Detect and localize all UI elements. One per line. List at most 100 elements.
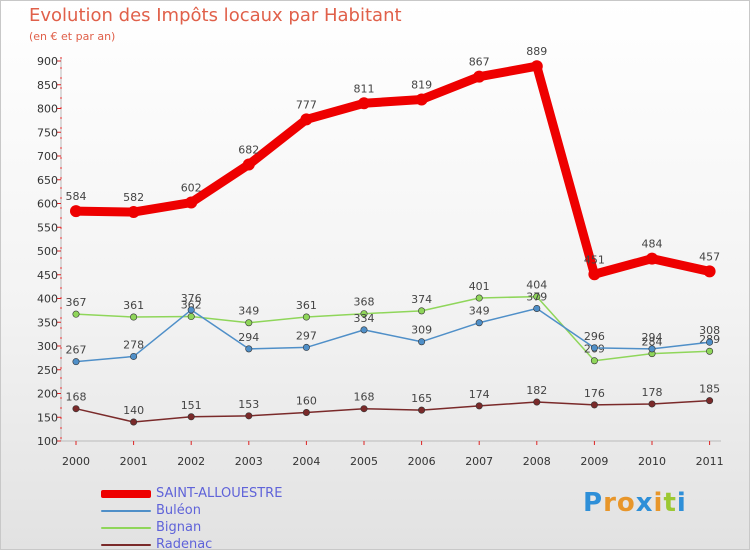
data-label: 309	[411, 324, 432, 337]
data-point	[706, 347, 714, 355]
data-point	[648, 345, 656, 353]
y-tick-label: 150	[37, 411, 58, 424]
y-tick-label: 850	[37, 79, 58, 92]
data-label: 867	[469, 56, 490, 69]
data-point	[588, 268, 601, 281]
y-tick-label: 550	[37, 221, 58, 234]
legend-swatch	[101, 543, 151, 546]
data-point	[706, 338, 714, 346]
data-point	[360, 310, 368, 318]
data-label: 362	[181, 299, 202, 312]
data-point	[475, 402, 483, 410]
data-point	[475, 294, 483, 302]
series-line-3	[75, 399, 711, 423]
data-point	[360, 326, 368, 334]
data-label: 401	[469, 280, 490, 293]
legend-item: SAINT-ALLOUESTRE	[101, 485, 282, 502]
legend-item: Bignan	[101, 519, 282, 536]
data-point	[130, 418, 138, 426]
chart-title: Evolution des Impôts locaux par Habitant	[29, 5, 402, 26]
series-line-2	[75, 295, 711, 362]
data-point	[533, 293, 541, 301]
legend-swatch	[101, 489, 151, 498]
legend-item: Radenac	[101, 536, 282, 553]
data-label: 811	[354, 82, 375, 95]
data-label: 602	[181, 182, 202, 195]
data-point	[187, 306, 195, 314]
data-label: 267	[66, 344, 87, 357]
data-point	[646, 252, 658, 265]
data-label: 165	[411, 392, 432, 405]
y-tick-label: 600	[37, 198, 58, 211]
x-tick-label: 2001	[120, 455, 148, 468]
data-label: 168	[66, 391, 87, 404]
data-label: 168	[354, 391, 375, 404]
legend-swatch	[101, 526, 151, 529]
data-point	[245, 345, 253, 353]
data-point	[590, 401, 598, 409]
data-label: 819	[411, 78, 432, 91]
data-label: 294	[238, 331, 259, 344]
y-tick-label: 250	[37, 364, 58, 377]
data-point	[418, 338, 426, 346]
y-tick-label: 200	[37, 388, 58, 401]
data-label: 284	[642, 336, 663, 349]
data-label: 185	[699, 383, 720, 396]
data-label: 374	[411, 293, 432, 306]
legend-label: Radenac	[156, 537, 213, 552]
data-label: 404	[526, 279, 547, 292]
data-label: 451	[584, 253, 605, 266]
x-tick-label: 2002	[177, 455, 205, 468]
y-tick-label: 700	[37, 150, 58, 163]
x-tick-label: 2007	[465, 455, 493, 468]
data-point	[648, 400, 656, 408]
y-tick-label: 100	[37, 435, 58, 448]
y-tick-label: 450	[37, 269, 58, 282]
data-label: 457	[699, 250, 720, 263]
data-label: 349	[469, 305, 490, 318]
legend-label: Bignan	[156, 520, 202, 535]
x-tick-label: 2008	[523, 455, 551, 468]
x-tick-label: 2006	[408, 455, 436, 468]
data-label: 484	[642, 238, 663, 251]
data-label: 376	[181, 292, 202, 305]
data-label: 278	[123, 338, 144, 351]
y-tick-label: 900	[37, 55, 58, 68]
chart-subtitle: (en € et par an)	[29, 30, 116, 43]
data-point	[187, 313, 195, 321]
x-tick-label: 2009	[580, 455, 608, 468]
y-tick-label: 800	[37, 103, 58, 116]
y-tick-label: 350	[37, 316, 58, 329]
x-tick-label: 2003	[235, 455, 263, 468]
data-point	[187, 413, 195, 421]
y-tick-label: 300	[37, 340, 58, 353]
x-tick-label: 2004	[292, 455, 320, 468]
x-tick-label: 2010	[638, 455, 666, 468]
data-label: 334	[354, 312, 375, 325]
data-point	[302, 313, 310, 321]
data-point	[473, 70, 486, 83]
data-point	[415, 93, 428, 106]
data-label: 367	[66, 296, 87, 309]
y-tick-label: 650	[37, 174, 58, 187]
data-label: 178	[642, 386, 663, 399]
series-line-0	[71, 61, 715, 279]
data-label: 160	[296, 395, 317, 408]
data-point	[533, 398, 541, 406]
data-point	[418, 406, 426, 414]
data-point	[300, 113, 313, 126]
legend-label: Buléon	[156, 503, 201, 518]
chart-legend: SAINT-ALLOUESTRE Buléon Bignan Radenac	[101, 485, 282, 553]
data-point	[72, 405, 80, 413]
data-label: 361	[296, 299, 317, 312]
data-label: 176	[584, 387, 605, 400]
data-point	[706, 397, 714, 405]
data-point	[245, 319, 253, 327]
data-point	[130, 352, 138, 360]
data-label: 777	[296, 98, 317, 111]
data-label: 368	[354, 296, 375, 309]
data-label: 582	[123, 191, 144, 204]
data-point	[70, 205, 82, 218]
